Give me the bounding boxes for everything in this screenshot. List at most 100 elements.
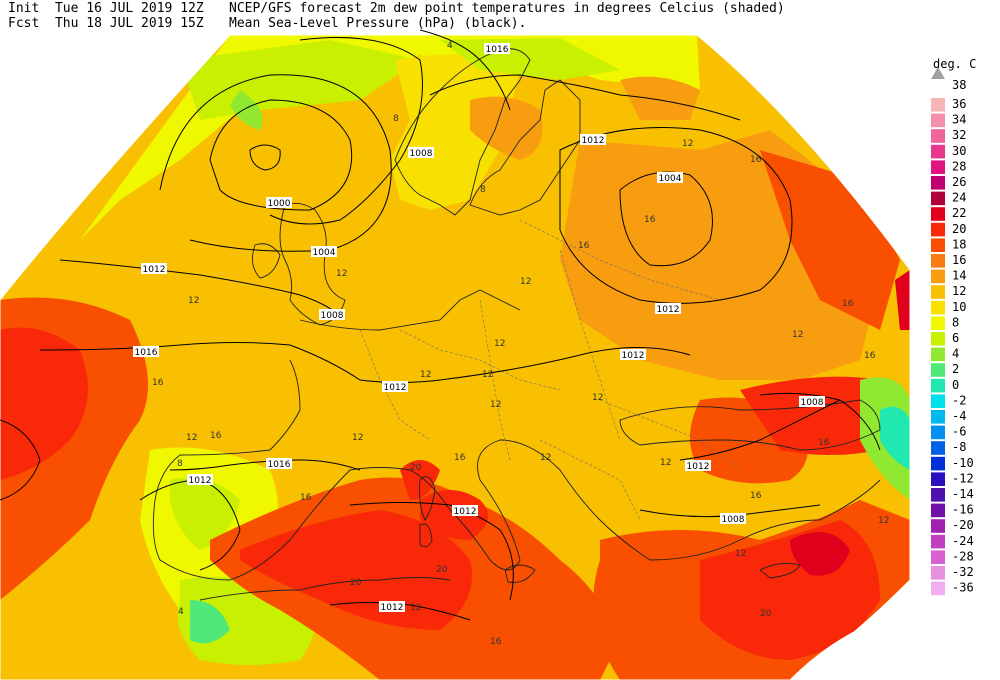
dewpoint-label: 16 [750, 491, 762, 501]
dewpoint-label: 12 [186, 433, 197, 443]
dewpoint-label: 8 [177, 459, 183, 469]
colorbar-label: 30 [952, 144, 966, 158]
colorbar-swatch [931, 316, 945, 330]
colorbar-label: -4 [952, 409, 966, 423]
isobar-label: 1012 [452, 505, 478, 517]
colorbar-swatch [931, 129, 945, 143]
dewpoint-label: 16 [490, 637, 502, 647]
isobar-label: 1012 [382, 381, 408, 393]
svg-text:1012: 1012 [622, 351, 645, 361]
colorbar-label: -12 [952, 471, 974, 485]
dewpoint-label: 16 [578, 241, 590, 251]
colorbar-label: 2 [952, 362, 959, 376]
init-label: Init [8, 1, 40, 16]
isobar-label: 1012 [580, 134, 606, 146]
isobar-labels: 1016 1012 1008 1004 1000 1012 1004 1008 … [133, 43, 825, 613]
country-borders [359, 219, 741, 521]
isobar-label: 1016 [133, 346, 159, 358]
svg-text:1016: 1016 [135, 348, 158, 358]
dewpoint-label: 16 [818, 438, 830, 448]
colorbar-swatch [931, 566, 945, 580]
dewpoint-label: 12 [188, 296, 199, 306]
svg-text:1016: 1016 [268, 460, 291, 470]
isobar-label: 1012 [685, 460, 711, 472]
svg-text:1004: 1004 [313, 248, 336, 258]
colorbar-swatch [931, 378, 945, 393]
isobar-label: 1012 [655, 303, 681, 315]
dewpoint-label: 20 [350, 578, 362, 588]
dewpoint-label: 16 [152, 378, 164, 388]
dewpoint-label: 12 [540, 453, 551, 463]
colorbar-label: 32 [952, 128, 966, 142]
colorbar-label: -6 [952, 425, 966, 439]
colorbar: deg. C 383634323028262422201816141210864… [931, 57, 976, 596]
dewpoint-label: 20 [760, 609, 772, 619]
colorbar-swatch [931, 207, 945, 221]
dewpoint-label: 16 [750, 155, 762, 165]
dewpoint-label: 12 [520, 277, 531, 287]
isobar-label: 1016 [484, 43, 510, 55]
svg-text:1012: 1012 [384, 383, 407, 393]
svg-text:1012: 1012 [189, 476, 212, 486]
colorbar-swatch [931, 113, 945, 128]
colorbar-swatch [931, 394, 945, 408]
dewpoint-field [0, 35, 910, 680]
dewpoint-label: 16 [300, 493, 312, 503]
colorbar-label: -14 [952, 487, 974, 501]
colorbar-label: -36 [952, 581, 974, 595]
dewpoint-label: 12 [490, 400, 501, 410]
svg-text:1012: 1012 [582, 136, 605, 146]
dewpoint-label: 12 [592, 393, 603, 403]
colorbar-label: -24 [952, 534, 974, 548]
map-subtitle: Mean Sea-Level Pressure (hPa) (black). [229, 16, 527, 31]
colorbar-swatch [931, 160, 945, 174]
colorbar-label: 28 [952, 159, 966, 173]
svg-text:1012: 1012 [143, 265, 166, 275]
colorbar-swatch [931, 191, 945, 206]
dewpoint-label: 12 [336, 269, 347, 279]
colorbar-label: -32 [952, 565, 974, 579]
svg-text:1008: 1008 [410, 149, 433, 159]
colorbar-swatch [931, 410, 945, 424]
colorbar-swatch [931, 332, 945, 346]
dewpoint-label: 16 [864, 351, 876, 361]
dewpoint-label: 12 [660, 458, 671, 468]
svg-text:1008: 1008 [722, 515, 745, 525]
colorbar-label: -8 [952, 440, 966, 454]
colorbar-label: 12 [952, 284, 966, 298]
colorbar-label: 0 [952, 378, 959, 392]
svg-text:1016: 1016 [486, 45, 509, 55]
colorbar-label: 34 [952, 113, 966, 127]
map-title: NCEP/GFS forecast 2m dew point temperatu… [229, 1, 785, 16]
colorbar-swatch [931, 503, 945, 518]
dewpoint-label: 12 [482, 370, 493, 380]
colorbar-overflow-arrow [931, 67, 945, 79]
svg-text:1012: 1012 [687, 462, 710, 472]
colorbar-swatch [931, 519, 945, 533]
svg-text:1000: 1000 [268, 199, 291, 209]
colorbar-swatch [931, 285, 945, 299]
colorbar-unit: deg. C [933, 57, 976, 71]
colorbar-label: -10 [952, 456, 974, 470]
init-line: Init Tue 16 JUL 2019 12Z [8, 1, 204, 17]
svg-text:1004: 1004 [659, 174, 682, 184]
isobar-label: 1008 [799, 396, 825, 408]
dewpoint-label: 20 [410, 463, 422, 473]
dewpoint-label: 16 [210, 431, 222, 441]
dewpoint-label: 16 [644, 215, 656, 225]
colorbar-swatch [931, 363, 945, 377]
colorbar-swatch [931, 425, 945, 440]
init-time: Tue 16 JUL 2019 12Z [54, 1, 204, 16]
dewpoint-label: 12 [352, 433, 363, 443]
isobar-label: 1004 [311, 246, 337, 258]
map-sector-border [0, 34, 911, 680]
dewpoint-label: 8 [393, 114, 399, 124]
fcst-label: Fcst [8, 16, 40, 31]
isobar-label: 1008 [319, 309, 345, 321]
colorbar-label: -28 [952, 549, 974, 563]
dewpoint-label: 12 [420, 370, 431, 380]
colorbar-swatch [931, 176, 945, 190]
dewpoint-label: 12 [735, 549, 746, 559]
colorbar-swatch [931, 488, 945, 502]
dewpoint-labels: 4 8 8 12 12 16 16 12 12 12 16 12 12 12 1… [152, 41, 889, 647]
